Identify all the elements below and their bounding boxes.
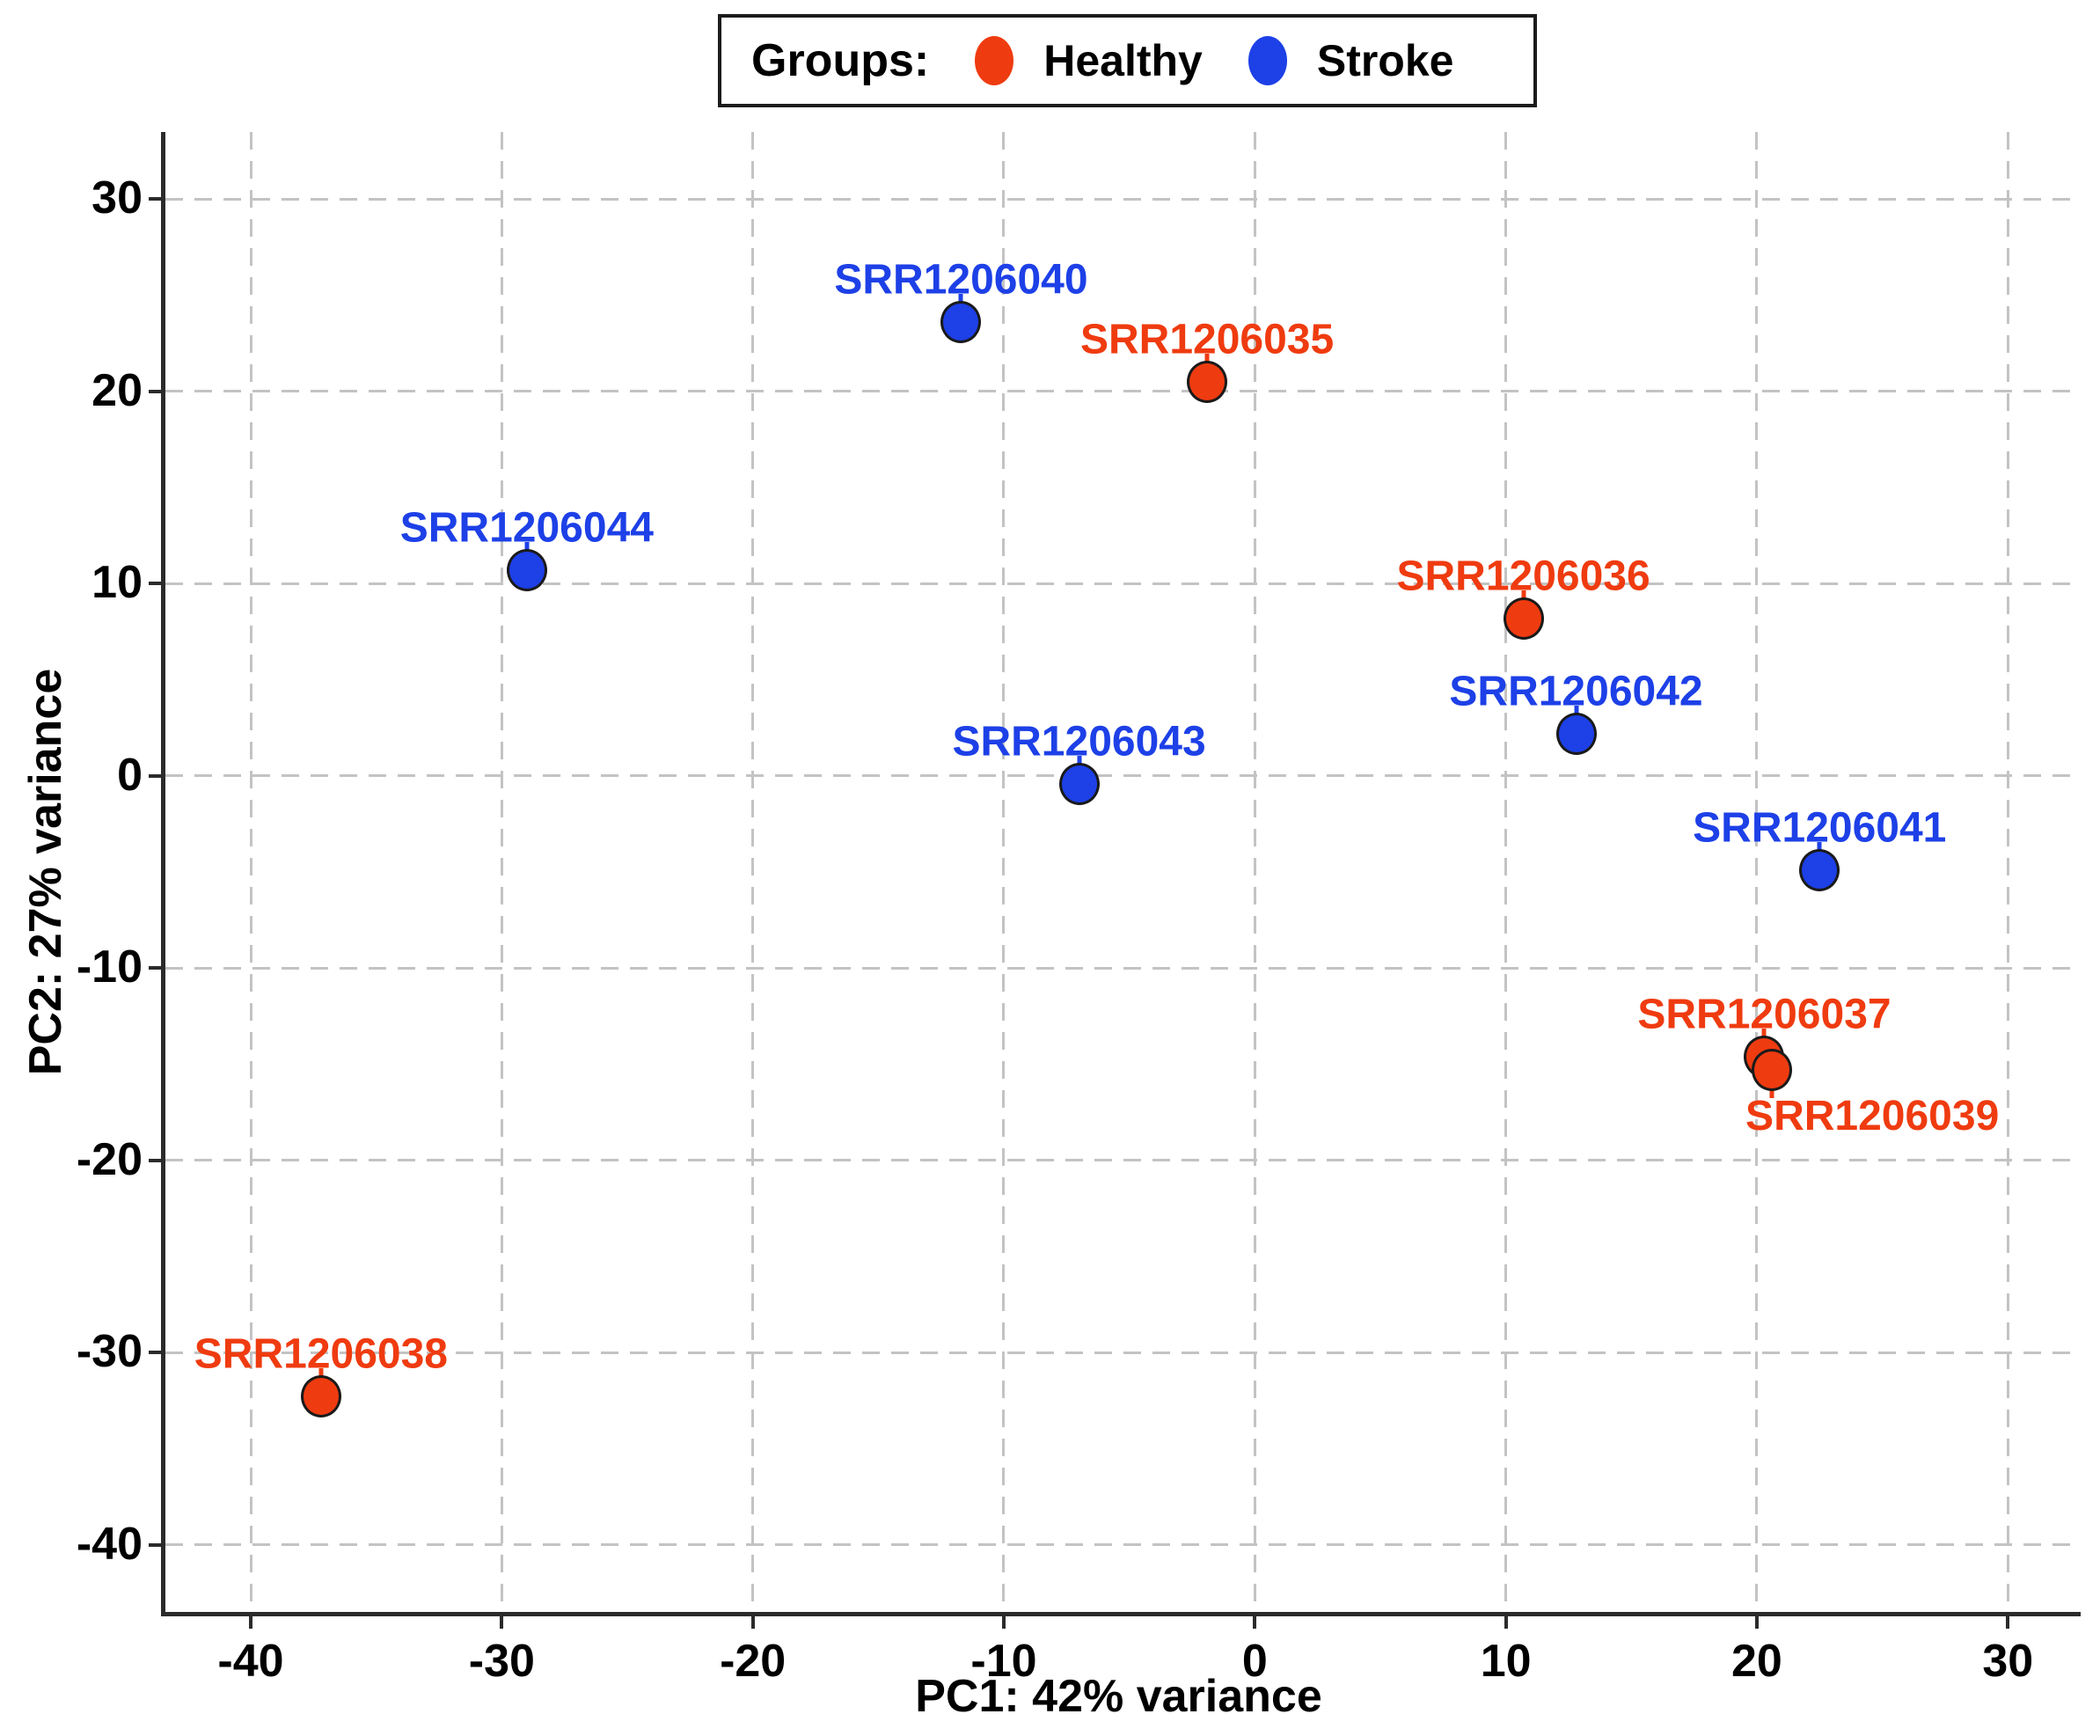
tick-label-x--30: -30 [468, 1636, 535, 1687]
gridline-x-10 [1504, 132, 1508, 1612]
tick-x--40 [249, 1616, 252, 1629]
point-stem [1769, 1087, 1774, 1098]
point-stem [1204, 353, 1210, 364]
point-stem [1521, 590, 1526, 601]
tick-x-20 [1754, 1616, 1759, 1629]
point-label-SRR1206036: SRR1206036 [1396, 553, 1650, 600]
point-stem [524, 542, 530, 553]
point-label-SRR1206042: SRR1206042 [1449, 668, 1703, 715]
gridline-x-20 [1755, 132, 1759, 1612]
legend: Groups: Healthy Stroke [718, 14, 1537, 107]
gridline-x-30 [2006, 132, 2009, 1612]
legend-dot-healthy-icon [975, 36, 1014, 85]
point-label-SRR1206040: SRR1206040 [834, 256, 1088, 304]
gridline-y-10 [165, 582, 2081, 585]
legend-label: Healthy [1043, 36, 1203, 85]
tick-label-y-10: 10 [91, 557, 143, 609]
data-point-SRR1206043 [1058, 762, 1100, 805]
point-label-SRR1206035: SRR1206035 [1079, 316, 1335, 363]
data-point-SRR1206042 [1555, 712, 1597, 755]
tick-label-y-30: 30 [91, 172, 143, 224]
point-stem [1574, 705, 1578, 716]
tick-x--20 [750, 1616, 755, 1629]
gridline-y-0 [165, 774, 2081, 778]
point-label-SRR1206044: SRR1206044 [399, 504, 654, 552]
tick-x-10 [1504, 1616, 1508, 1629]
tick-label-y--30: -30 [76, 1326, 143, 1378]
tick-label-y--10: -10 [76, 941, 143, 993]
tick-label-y--40: -40 [76, 1518, 143, 1570]
point-label-SRR1206037: SRR1206037 [1637, 991, 1891, 1038]
tick-x--30 [500, 1616, 504, 1629]
tick-y--40 [149, 1542, 161, 1547]
gridline-x--30 [500, 132, 503, 1612]
tick-x--10 [1001, 1616, 1006, 1629]
point-label-SRR1206038: SRR1206038 [194, 1330, 448, 1378]
y-axis-title: PC2: 27% variance [20, 668, 71, 1076]
data-point-SRR1206035 [1187, 360, 1228, 403]
gridline-y--10 [165, 966, 2081, 970]
tick-y--10 [149, 966, 161, 971]
tick-label-x--10: -10 [970, 1636, 1037, 1687]
data-point-SRR1206041 [1799, 848, 1840, 891]
data-point-SRR1206036 [1503, 597, 1544, 640]
gridline-y-20 [165, 390, 2081, 393]
tick-label-y--20: -20 [76, 1133, 143, 1185]
data-point-SRR1206039 [1752, 1048, 1793, 1091]
tick-y--20 [149, 1158, 161, 1162]
tick-y-10 [149, 582, 161, 586]
tick-label-x--40: -40 [217, 1636, 284, 1687]
gridline-x--10 [1002, 132, 1006, 1612]
tick-y-20 [149, 389, 161, 393]
plot-area: -40 -30 -20 -10 0 10 20 30 30 20 10 0 -10 -20 -30 -40 SR… [77, 132, 2081, 1687]
data-point-SRR1206040 [940, 301, 982, 344]
tick-label-x-10: 10 [1480, 1636, 1532, 1687]
gridline-y--40 [165, 1543, 2081, 1547]
gridline-y--30 [165, 1351, 2081, 1354]
point-stem [1077, 755, 1082, 766]
legend-title: Groups: [751, 35, 930, 86]
legend-dot-stroke-icon [1248, 36, 1287, 85]
tick-label-x-0: 0 [1241, 1636, 1268, 1687]
gridline-x--40 [249, 132, 252, 1612]
legend-label: Stroke [1316, 36, 1454, 85]
point-label-SRR1206039: SRR1206039 [1745, 1092, 2000, 1139]
point-label-SRR1206041: SRR1206041 [1693, 804, 1947, 852]
gridline-y--20 [165, 1159, 2081, 1162]
data-point-SRR1206044 [506, 549, 547, 592]
point-stem [1817, 841, 1822, 853]
tick-label-x-20: 20 [1731, 1636, 1782, 1687]
gridline-x--20 [751, 132, 755, 1612]
x-axis-title: PC1: 42% variance [915, 1671, 1322, 1722]
point-label-SRR1206043: SRR1206043 [952, 718, 1206, 765]
tick-x-0 [1253, 1616, 1257, 1629]
tick-label-y-20: 20 [91, 364, 143, 416]
legend-item-stroke: Stroke [1248, 35, 1454, 86]
tick-y-0 [149, 773, 161, 778]
gridline-y-30 [165, 197, 2081, 201]
point-stem [1761, 1028, 1767, 1039]
tick-label-x-30: 30 [1982, 1636, 2034, 1687]
tick-y--30 [149, 1351, 161, 1355]
point-stem [318, 1368, 324, 1380]
data-point-SRR1206038 [300, 1375, 341, 1418]
tick-x-30 [2006, 1616, 2010, 1629]
tick-label-y-0: 0 [117, 749, 143, 801]
legend-item-healthy: Healthy [975, 35, 1203, 86]
tick-label-x--20: -20 [720, 1636, 787, 1687]
gridline-x-0 [1253, 132, 1256, 1612]
tick-y-30 [149, 197, 161, 201]
point-stem [958, 294, 963, 305]
